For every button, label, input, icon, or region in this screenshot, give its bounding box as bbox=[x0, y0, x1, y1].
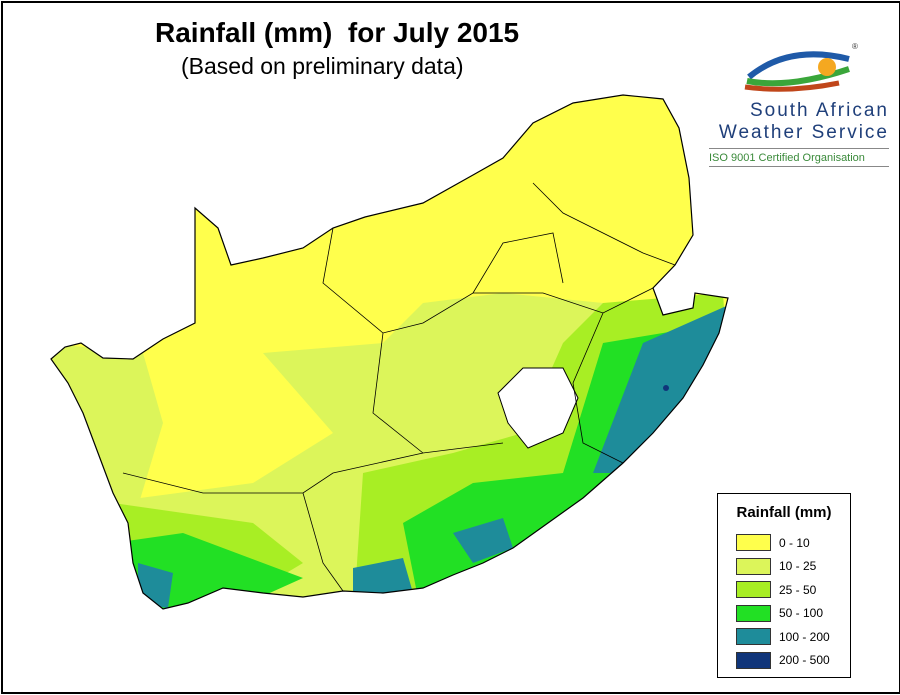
legend-swatch bbox=[736, 604, 771, 622]
saws-logo: ® South African Weather Service ISO 9001… bbox=[709, 39, 889, 167]
legend-item: 0 - 10 bbox=[718, 531, 850, 555]
zone-100-200-south bbox=[353, 558, 413, 595]
legend-item: 100 - 200 bbox=[718, 625, 850, 649]
legend: Rainfall (mm) 0 - 10 10 - 25 25 - 50 50 … bbox=[717, 493, 851, 678]
legend-swatch bbox=[736, 651, 771, 669]
south-africa-map bbox=[50, 94, 729, 610]
legend-title: Rainfall (mm) bbox=[736, 504, 832, 521]
zone-200-500 bbox=[663, 385, 669, 391]
legend-label: 100 - 200 bbox=[779, 629, 830, 644]
province-borders bbox=[122, 182, 676, 592]
legend-swatch bbox=[736, 534, 771, 552]
legend-label: 200 - 500 bbox=[779, 653, 830, 668]
logo-name-line1: South African bbox=[749, 100, 889, 121]
lesotho bbox=[497, 367, 579, 449]
legend-label: 50 - 100 bbox=[779, 606, 824, 621]
map-title: Rainfall (mm) for July 2015 bbox=[155, 17, 520, 48]
legend-item: 25 - 50 bbox=[718, 578, 850, 602]
legend-item: 200 - 500 bbox=[718, 649, 850, 673]
map-subtitle: (Based on preliminary data) bbox=[181, 53, 464, 79]
legend-label: 10 - 25 bbox=[779, 559, 817, 574]
legend-label: 25 - 50 bbox=[779, 582, 817, 597]
zone-100-200-ec bbox=[453, 518, 513, 563]
logo-name-line2: Weather Service bbox=[718, 122, 889, 143]
legend-swatch bbox=[736, 557, 771, 575]
legend-label: 0 - 10 bbox=[779, 535, 810, 550]
logo-tagline: ISO 9001 Certified Organisation bbox=[709, 152, 889, 167]
country-border bbox=[50, 94, 729, 610]
logo-emblem-icon: ® bbox=[744, 42, 858, 92]
legend-item: 10 - 25 bbox=[718, 555, 850, 579]
registered-mark: ® bbox=[852, 42, 858, 51]
legend-swatch bbox=[736, 628, 771, 646]
legend-swatch bbox=[736, 581, 771, 599]
logo-divider bbox=[709, 148, 889, 149]
legend-item: 50 - 100 bbox=[718, 602, 850, 626]
